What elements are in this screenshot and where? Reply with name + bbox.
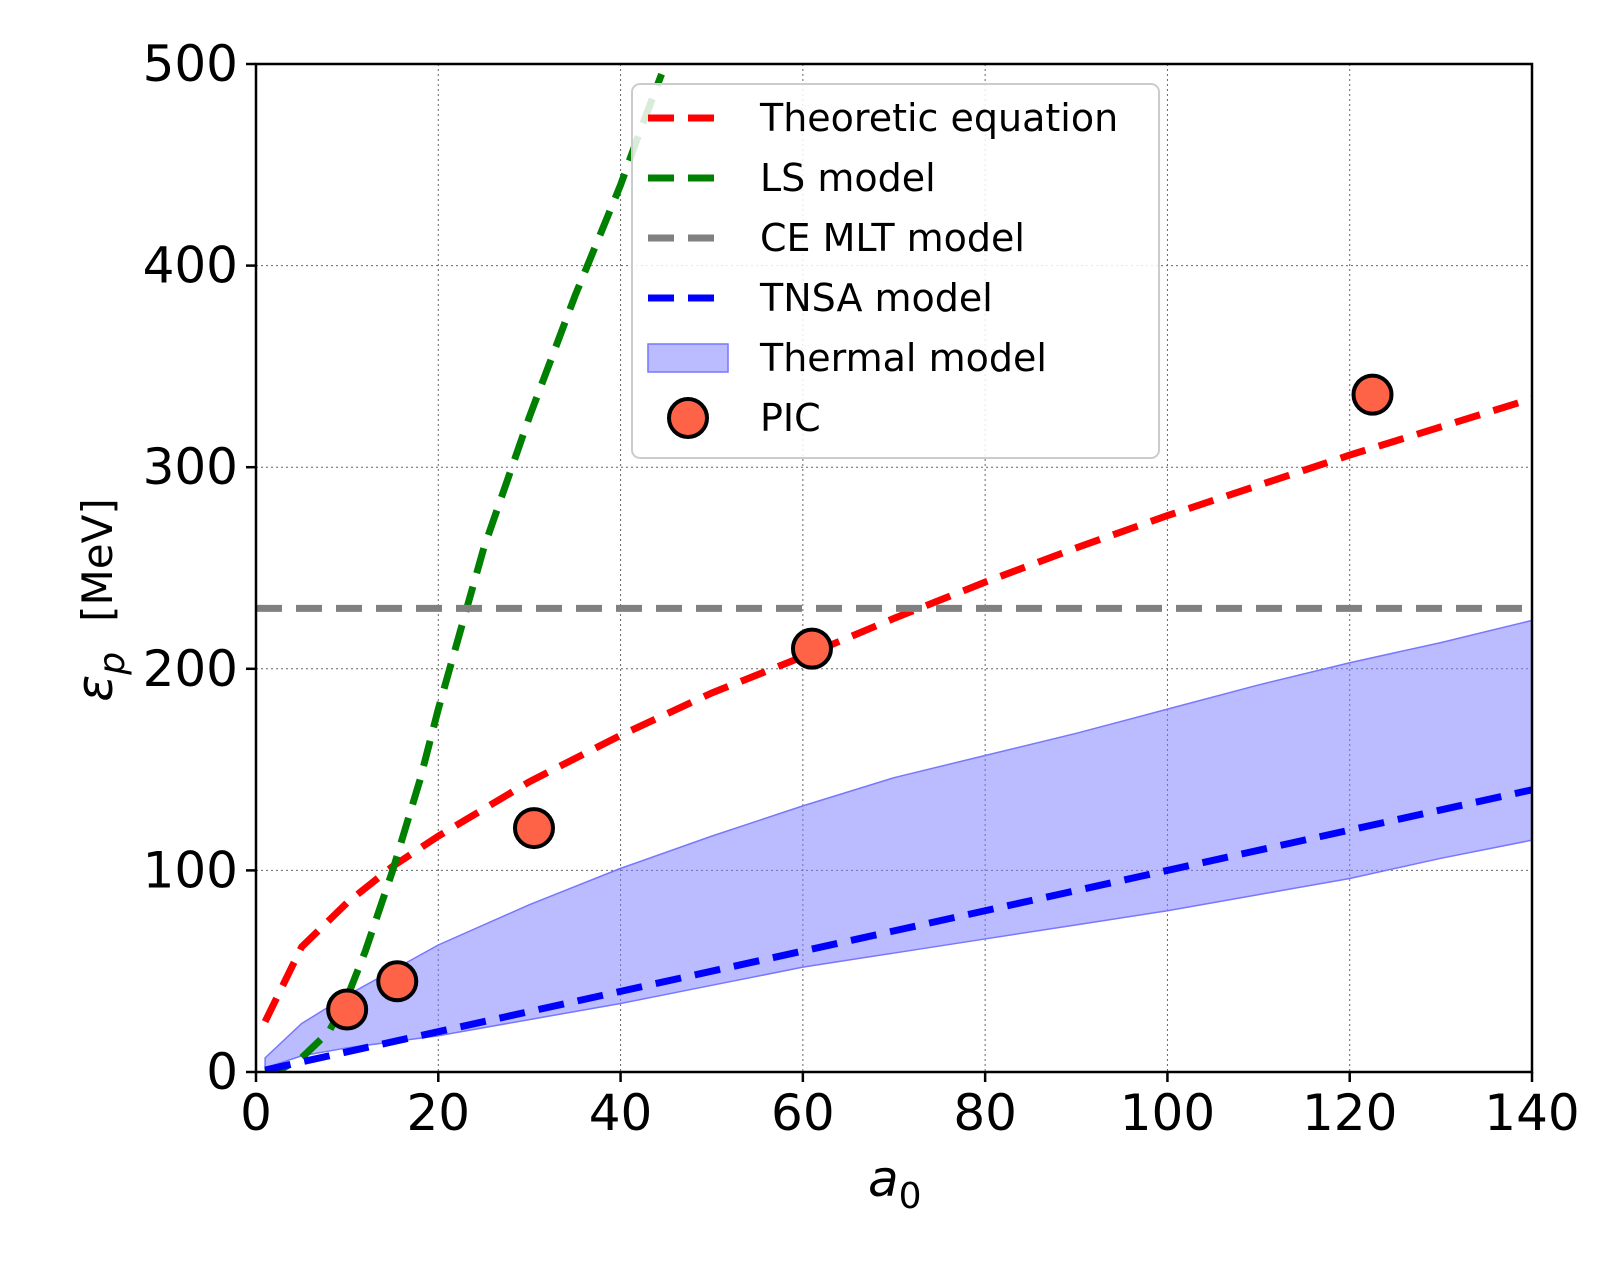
x-tick-label: 140 xyxy=(1484,1084,1579,1142)
axis-ticks: 0 20 40 60 80 100 120 140 0 100 200 300 400 500 xyxy=(143,35,1580,1142)
plot-layer xyxy=(256,72,1532,1072)
legend: Theoretic equation LS model CE MLT model TN… xyxy=(631,83,1160,459)
legend-label: CE MLT model xyxy=(760,216,1025,260)
legend-label: Thermal model xyxy=(759,336,1047,380)
tnsa-model-line xyxy=(264,786,1532,1072)
legend-label: TNSA model xyxy=(759,276,993,320)
theoretic-equation-line xyxy=(261,395,1532,1024)
legend-label: PIC xyxy=(760,396,821,440)
thermal-model-band xyxy=(264,619,1532,1070)
y-tick-label: 400 xyxy=(143,237,238,295)
y-axis-label: εp [MeV] xyxy=(66,498,133,701)
x-tick-label: 120 xyxy=(1302,1084,1397,1142)
y-tick-label: 0 xyxy=(206,1043,238,1101)
x-tick-label: 40 xyxy=(589,1084,653,1142)
legend-item-tnsa-model: TNSA model xyxy=(648,276,993,320)
pic-point xyxy=(512,807,555,850)
pic-point xyxy=(1351,373,1394,416)
svg-text:εp[MeV]: εp [MeV] xyxy=(66,498,133,701)
x-tick-label: 60 xyxy=(771,1084,835,1142)
ls-model-line xyxy=(264,72,665,1072)
legend-item-ls-model: LS model xyxy=(648,156,936,200)
legend-swatch xyxy=(667,397,709,439)
pic-point xyxy=(790,627,833,670)
legend-item-thermal-model: Thermal model xyxy=(647,336,1047,380)
legend-box xyxy=(631,83,1160,459)
y-axis-symbol: ε xyxy=(66,675,124,702)
x-tick-label: 0 xyxy=(240,1084,272,1142)
y-axis-unit: [MeV] xyxy=(73,498,122,622)
legend-item-pic: PIC xyxy=(667,396,821,440)
x-tick-label: 80 xyxy=(953,1084,1017,1142)
plot-frame xyxy=(254,62,1534,1074)
y-axis-subscript: p xyxy=(92,652,133,676)
y-tick-label: 300 xyxy=(143,438,238,496)
legend-label: LS model xyxy=(760,156,936,200)
y-tick-label: 100 xyxy=(143,841,238,899)
legend-item-theoretic-equation: Theoretic equation xyxy=(648,96,1118,140)
x-axis-label: a0 xyxy=(868,1150,922,1217)
pic-point xyxy=(376,960,419,1003)
legend-swatch xyxy=(647,343,729,373)
x-tick-label: 20 xyxy=(406,1084,470,1142)
x-tick-label: 100 xyxy=(1120,1084,1215,1142)
legend-label: Theoretic equation xyxy=(759,96,1118,140)
legend-item-ce-mlt-model: CE MLT model xyxy=(648,216,1025,260)
pic-point xyxy=(326,988,369,1031)
y-tick-label: 500 xyxy=(143,35,238,93)
y-tick-label: 200 xyxy=(143,640,238,698)
